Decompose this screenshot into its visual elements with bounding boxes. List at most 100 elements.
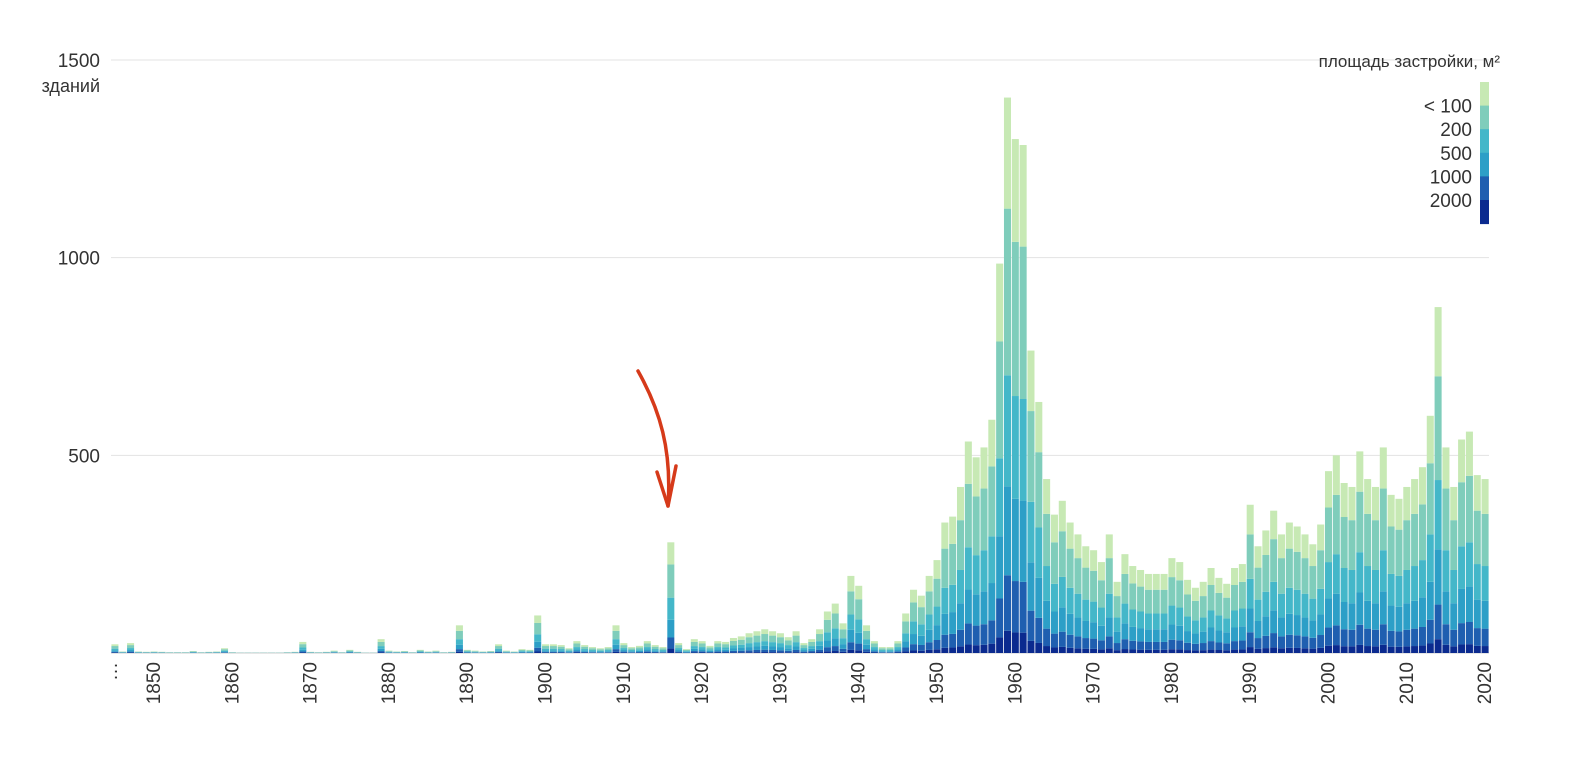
bar-segment (581, 646, 589, 650)
bar-segment (886, 647, 894, 649)
bar-stack (706, 645, 714, 653)
bar-segment (886, 648, 894, 651)
bar-stack (996, 263, 1004, 653)
bar-segment (1293, 589, 1301, 616)
legend-swatch (1480, 152, 1489, 177)
legend-swatch (1480, 82, 1489, 107)
bar-stack (174, 652, 182, 653)
bar-segment (941, 548, 949, 588)
bar-segment (863, 630, 871, 640)
bar-stack (1144, 573, 1152, 653)
bar-segment (729, 637, 737, 641)
bar-segment (996, 263, 1004, 342)
bar-stack (189, 651, 197, 653)
bar-stack (1199, 581, 1207, 653)
bar-segment (690, 652, 698, 653)
bar-segment (1027, 562, 1035, 611)
bar-segment (1262, 554, 1270, 592)
bar-stack (534, 615, 542, 653)
bar-segment (910, 589, 918, 603)
bar-segment (1254, 567, 1262, 600)
bar-segment (1097, 607, 1105, 626)
bar-segment (1144, 649, 1152, 653)
bar-segment (855, 650, 863, 653)
bar-segment (1231, 627, 1239, 642)
bar-segment (1137, 641, 1145, 650)
bar-segment (346, 651, 354, 653)
bar-segment (299, 641, 307, 645)
bar-segment (1270, 510, 1278, 540)
bar-stack (401, 651, 409, 653)
bar-segment (690, 651, 698, 653)
bar-stack (502, 650, 510, 653)
bar-segment (1465, 644, 1473, 653)
bar-stack (839, 623, 847, 653)
bar-segment (988, 583, 996, 621)
bar-segment (917, 607, 925, 625)
bar-segment (839, 651, 847, 653)
bar-segment (1442, 591, 1450, 625)
bar-segment (542, 646, 550, 649)
bar-stack (1301, 534, 1309, 653)
bar-segment (659, 652, 667, 653)
bar-segment (1129, 649, 1137, 653)
bar-segment (1223, 650, 1231, 653)
bar-segment (1458, 644, 1466, 653)
bar-segment (1254, 648, 1262, 653)
bar-segment (706, 649, 714, 651)
bar-stack (393, 651, 401, 653)
bar-segment (800, 648, 808, 651)
bar-segment (346, 649, 354, 651)
bar-segment (581, 650, 589, 652)
bar-segment (565, 648, 573, 650)
bar-segment (745, 633, 753, 638)
bar-segment (1058, 607, 1066, 632)
bar-segment (565, 650, 573, 652)
bar-segment (1348, 520, 1356, 570)
bar-stack (714, 641, 722, 653)
bar-segment (1129, 640, 1137, 650)
bar-segment (1411, 600, 1419, 629)
bar-segment (808, 652, 816, 653)
bar-segment (1090, 601, 1098, 623)
bar-segment (737, 644, 745, 649)
bar-segment (1278, 558, 1286, 594)
bar-stack (510, 651, 518, 653)
bar-segment (910, 602, 918, 622)
bar-stack (1231, 568, 1239, 653)
bar-stack (1215, 577, 1223, 653)
bar-segment (1324, 627, 1333, 646)
bar-segment (933, 560, 941, 579)
bar-stack (1019, 144, 1027, 653)
bar-segment (1207, 649, 1215, 653)
bar-segment (941, 613, 949, 635)
bar-segment (1465, 542, 1473, 587)
bar-stack (729, 637, 737, 653)
legend-swatch (1480, 129, 1489, 154)
bar-segment (1473, 564, 1481, 600)
bar-segment (1403, 520, 1411, 570)
bar-segment (1003, 486, 1011, 576)
bar-segment (416, 650, 424, 652)
bar-segment (651, 650, 659, 652)
bar-segment (1348, 629, 1356, 647)
bar-segment (761, 645, 769, 650)
bar-stack (628, 647, 636, 653)
bar-stack (291, 651, 299, 653)
bar-segment (886, 652, 894, 653)
bar-segment (1011, 632, 1019, 653)
bar-segment (667, 619, 675, 638)
bar-segment (988, 419, 996, 467)
bar-stack (440, 652, 448, 653)
bar-segment (1160, 641, 1168, 650)
bar-stack (988, 419, 996, 653)
bar-segment (1191, 633, 1199, 644)
bar-segment (455, 651, 463, 653)
bar-segment (432, 651, 440, 652)
bar-stack (902, 613, 910, 653)
bar-segment (1278, 636, 1286, 649)
bar-segment (855, 619, 863, 633)
bar-segment (604, 650, 612, 652)
bar-segment (330, 651, 338, 652)
bar-segment (1027, 501, 1035, 563)
